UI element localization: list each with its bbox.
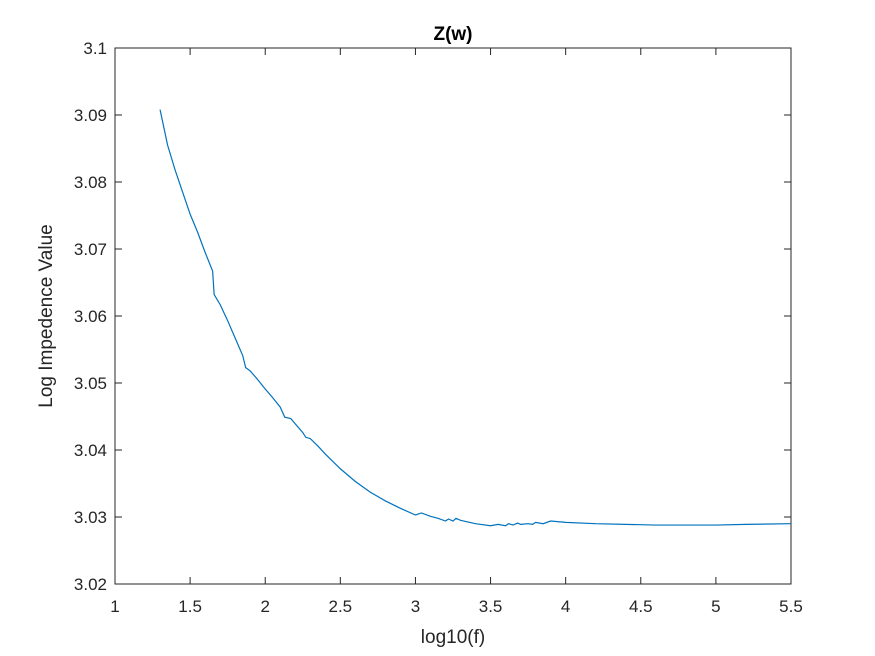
x-tick-label: 4 [561, 597, 570, 616]
y-tick-label: 3.06 [74, 307, 107, 326]
y-tick-labels: 3.02 3.03 3.04 3.05 3.06 3.07 3.08 3.09 3.1 [74, 39, 107, 594]
tick-marks [114, 47, 792, 585]
x-tick-label: 2 [260, 597, 269, 616]
y-tick-label: 3.08 [74, 173, 107, 192]
series-line [159, 109, 792, 527]
x-tick-label: 4.5 [629, 597, 653, 616]
x-tick-label: 3.5 [479, 597, 503, 616]
x-tick-label: 5 [711, 597, 720, 616]
y-tick-label: 3.07 [74, 240, 107, 259]
x-tick-label: 2.5 [329, 597, 353, 616]
y-tick-label: 3.04 [74, 441, 107, 460]
plot-area [114, 47, 792, 585]
y-axis-title: Log Impedence Value [36, 224, 57, 407]
y-tick-label: 3.09 [74, 106, 107, 125]
x-tick-label: 1.5 [178, 597, 202, 616]
y-tick-label: 3.05 [74, 374, 107, 393]
x-tick-label: 3 [411, 597, 420, 616]
chart-title: Z(w) [433, 24, 472, 45]
y-tick-label: 3.03 [74, 508, 107, 527]
x-tick-label: 5.5 [779, 597, 803, 616]
x-axis-title: log10(f) [421, 627, 485, 648]
x-tick-label: 1 [110, 597, 119, 616]
y-tick-label: 3.02 [74, 575, 107, 594]
y-tick-label: 3.1 [83, 39, 107, 58]
x-tick-labels: 1 1.5 2 2.5 3 3.5 4 4.5 5 5.5 [110, 597, 803, 616]
